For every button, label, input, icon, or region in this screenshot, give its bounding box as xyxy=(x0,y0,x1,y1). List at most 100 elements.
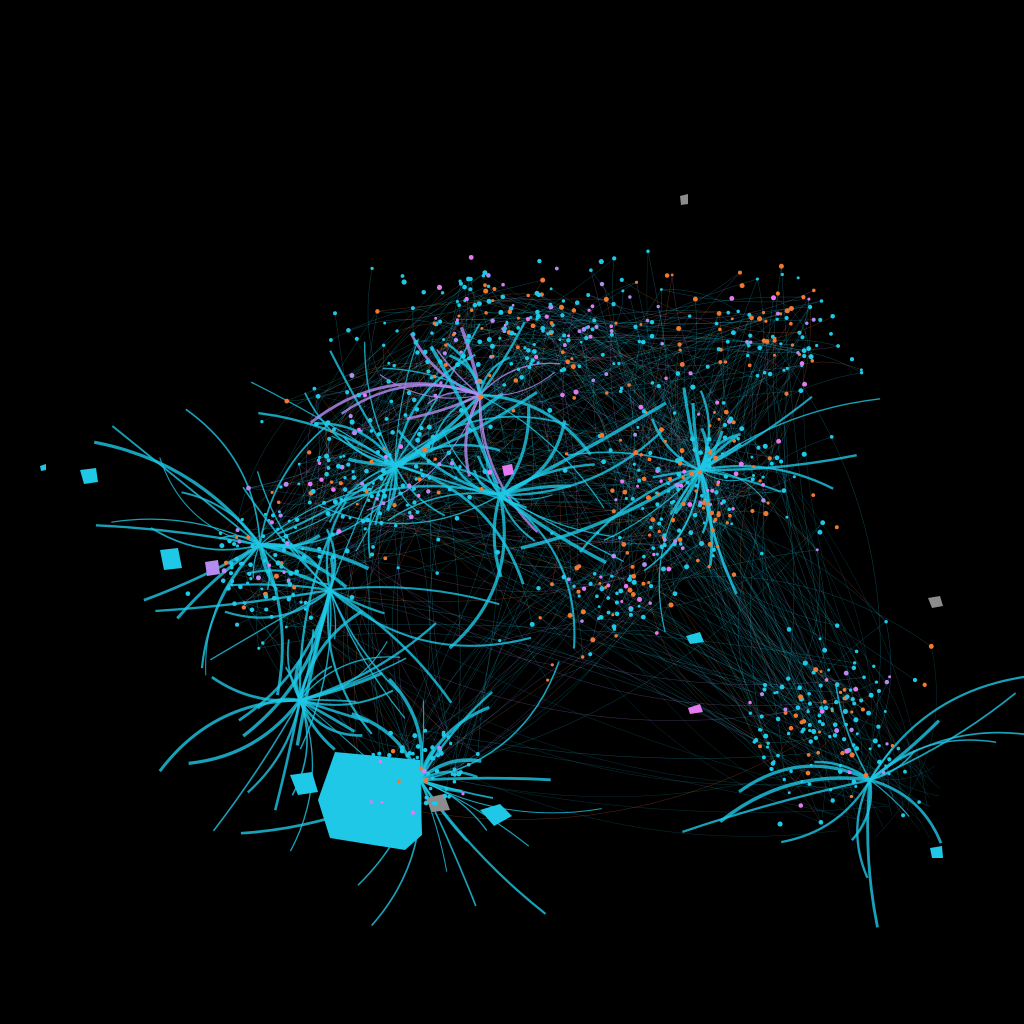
network-edge xyxy=(388,350,529,773)
hub-edge xyxy=(699,453,857,472)
network-node xyxy=(847,770,852,775)
network-edge xyxy=(397,360,533,568)
network-edge xyxy=(616,602,785,780)
hub-edge xyxy=(499,484,572,497)
network-edge xyxy=(310,480,761,549)
network-node xyxy=(807,692,811,696)
network-node xyxy=(830,314,835,319)
network-edge xyxy=(480,316,539,398)
network-edge xyxy=(603,461,679,475)
network-node xyxy=(845,694,850,699)
network-edge xyxy=(689,504,856,690)
network-node xyxy=(371,481,375,485)
network-node xyxy=(723,409,729,415)
network-node xyxy=(606,583,611,588)
network-edge xyxy=(633,519,655,577)
network-node xyxy=(235,528,240,533)
network-node xyxy=(367,418,373,423)
network-node xyxy=(647,533,652,537)
network-node xyxy=(461,353,466,359)
network-edge xyxy=(499,523,660,641)
network-node xyxy=(293,525,298,530)
network-node xyxy=(676,472,682,477)
network-node xyxy=(863,772,869,778)
network-node xyxy=(758,744,762,749)
network-edge xyxy=(611,290,624,332)
network-node xyxy=(412,758,416,762)
network-node xyxy=(325,510,331,517)
network-node xyxy=(241,605,247,610)
network-node xyxy=(547,407,553,413)
network-edge xyxy=(286,341,417,402)
network-node xyxy=(695,558,700,563)
network-node xyxy=(850,710,854,714)
network-node xyxy=(766,745,769,749)
network-node xyxy=(426,369,431,374)
network-node xyxy=(534,355,539,360)
network-node xyxy=(301,554,307,560)
network-node xyxy=(811,670,816,675)
hub-edge xyxy=(442,429,501,496)
network-edge xyxy=(562,351,691,374)
network-node xyxy=(486,273,491,278)
network-node xyxy=(487,469,493,475)
network-edge xyxy=(594,317,787,324)
network-edge xyxy=(597,532,655,555)
network-node xyxy=(851,779,857,785)
network-edge xyxy=(680,543,822,709)
hub-edge xyxy=(258,544,284,696)
network-node xyxy=(364,489,369,494)
network-node xyxy=(477,339,483,345)
network-node xyxy=(729,295,735,301)
network-node xyxy=(232,601,237,607)
network-edge xyxy=(352,421,482,490)
network-node xyxy=(672,411,677,415)
network-edge xyxy=(820,671,879,727)
network-node xyxy=(491,354,495,358)
network-node xyxy=(421,289,426,295)
network-edge xyxy=(431,312,487,350)
hub-edge xyxy=(259,543,322,571)
network-node xyxy=(672,591,678,597)
network-edge xyxy=(303,388,320,558)
network-node xyxy=(706,501,710,506)
hub-edge xyxy=(479,394,605,509)
network-edge xyxy=(341,306,551,468)
network-node xyxy=(688,530,694,536)
network-edge xyxy=(407,505,580,568)
hub-edge xyxy=(603,469,701,541)
network-node xyxy=(416,493,421,498)
network-node xyxy=(297,482,301,486)
network-node xyxy=(637,604,641,608)
network-node xyxy=(625,551,630,555)
network-node xyxy=(256,575,261,581)
hub-edge xyxy=(869,675,1024,781)
network-edge xyxy=(743,336,774,476)
network-node xyxy=(776,753,780,758)
network-node xyxy=(713,455,719,461)
network-edge xyxy=(350,304,476,417)
network-edge xyxy=(596,326,855,761)
network-edge xyxy=(761,306,825,829)
network-node xyxy=(689,436,696,442)
hub-edge xyxy=(478,394,539,533)
network-edge xyxy=(469,310,575,498)
network-node xyxy=(229,583,234,587)
network-node xyxy=(550,531,554,535)
network-node xyxy=(853,686,859,692)
network-node xyxy=(819,670,823,673)
network-node xyxy=(349,419,355,425)
network-node xyxy=(793,713,799,718)
network-node xyxy=(817,529,823,535)
network-node xyxy=(697,470,703,475)
network-node xyxy=(367,487,371,492)
hub-edge xyxy=(329,589,532,647)
network-node xyxy=(558,338,562,342)
network-node xyxy=(458,465,462,469)
network-node xyxy=(733,471,739,477)
network-edge xyxy=(580,341,626,493)
network-node xyxy=(292,585,297,590)
network-node xyxy=(851,665,857,671)
network-node xyxy=(450,772,454,776)
network-edge xyxy=(244,485,404,603)
